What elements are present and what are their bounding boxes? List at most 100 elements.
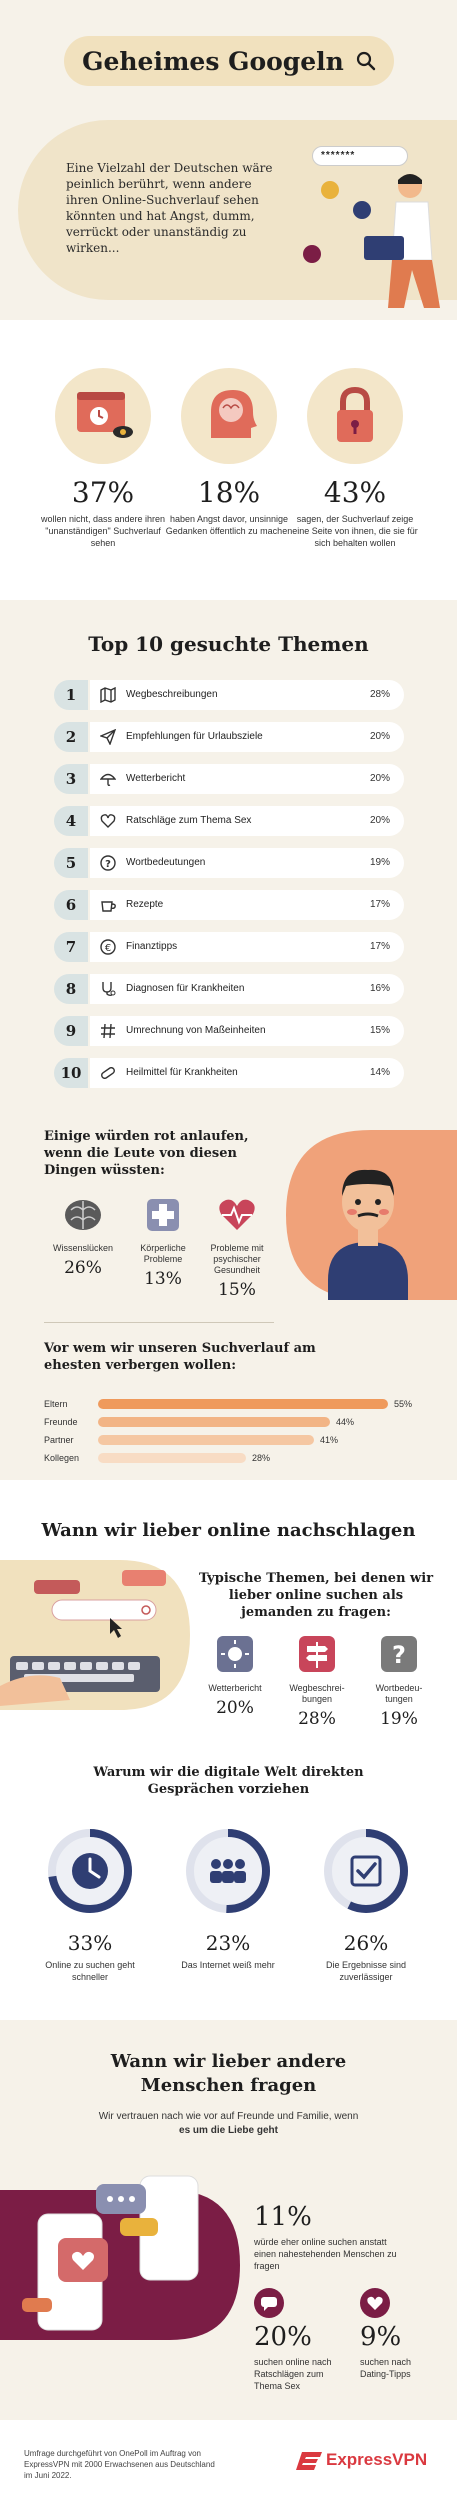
reason-item: 33% Online zu suchen geht schneller — [40, 1826, 140, 1983]
man-on-laptop-illustration — [303, 174, 440, 308]
topic-value: 20% — [369, 773, 390, 784]
topic-value: 28% — [298, 1709, 336, 1729]
topic-value: 20% — [369, 731, 390, 742]
hide-value: 41% — [320, 1435, 339, 1445]
hide-row: Eltern 55% — [44, 1398, 424, 1410]
hide-bar — [98, 1453, 246, 1463]
hide-bar — [98, 1417, 330, 1427]
hide-value: 55% — [394, 1399, 413, 1409]
topic-bar: Ratschläge zum Thema Sex 20% — [90, 806, 404, 836]
umbrella-icon — [100, 773, 116, 787]
signpost-icon — [299, 1636, 335, 1672]
checkbox-icon — [350, 1855, 382, 1887]
people-main-value: 11% — [254, 2202, 312, 2232]
padlock-icon — [307, 368, 403, 464]
reason-value: 33% — [67, 1931, 113, 1955]
stat-description: sagen, der Suchverlauf zeige eine Seite … — [292, 514, 418, 548]
topic-label: Wegbeschrei-bungen — [289, 1683, 345, 1704]
topic-bar: Heilmittel für Krankheiten 14% — [90, 1058, 404, 1088]
top10-row: 4 Ratschläge zum Thema Sex 20% — [54, 806, 404, 836]
stat-item: 37% wollen nicht, dass andere ihren "una… — [38, 368, 168, 549]
reason-ring — [186, 1829, 270, 1913]
top10-row: 7 € Finanztipps 17% — [54, 932, 404, 962]
topic-bar: Umrechnung von Maßeinheiten 15% — [90, 1016, 404, 1046]
topic-label: Wetterbericht — [208, 1683, 262, 1693]
rank-number: 2 — [54, 722, 88, 752]
footer-note: Umfrage durchgeführt von OnePoll im Auft… — [24, 2449, 215, 2480]
topic-value: 20% — [216, 1698, 254, 1718]
topic-label: Umrechnung von Maßeinheiten — [126, 1025, 266, 1036]
brain-icon — [65, 1200, 101, 1230]
topic-label: Wortbedeu-tungen — [375, 1683, 423, 1704]
rank-number: 9 — [54, 1016, 88, 1046]
hide-label: Partner — [44, 1435, 74, 1445]
topic-bar: Diagnosen für Krankheiten 16% — [90, 974, 404, 1004]
reason-label: Die Ergebnisse sind zuverlässiger — [325, 1960, 407, 1982]
heart-circle-icon — [360, 2288, 390, 2318]
people-stat-text: suchen online nach Ratschlägen zum Thema… — [254, 2357, 332, 2391]
topic-bar: Rezepte 17% — [90, 890, 404, 920]
expressvpn-logo-icon — [296, 2452, 322, 2470]
people-intro-bold: es um die Liebe geht — [179, 2125, 278, 2136]
rank-number: 8 — [54, 974, 88, 1004]
phones-love-illustration — [0, 2175, 240, 2340]
reason-label: Das Internet weiß mehr — [181, 1960, 275, 1970]
hide-row: Freunde 44% — [44, 1416, 424, 1428]
topic-value: 14% — [369, 1067, 390, 1078]
hide-title: Vor wem wir unseren Suchverlauf am ehest… — [44, 1341, 316, 1373]
reason-value: 26% — [343, 1931, 389, 1955]
search-dots: ******* — [321, 150, 356, 161]
blush-label: Wissenslücken — [52, 1243, 114, 1253]
question-icon: ? — [100, 855, 116, 871]
clock-icon — [72, 1853, 108, 1889]
stat-value: 37% — [71, 476, 135, 509]
people-intro-text: Wir vertrauen nach wie vor auf Freunde u… — [98, 2111, 359, 2122]
topic-bar: Empfehlungen für Urlaubsziele 20% — [90, 722, 404, 752]
reason-value: 23% — [205, 1931, 251, 1955]
blush-item: Wissenslücken 26% — [48, 1198, 118, 1278]
stat-item: 18% haben Angst davor, unsinnige Gedanke… — [164, 368, 294, 537]
topic-value: 19% — [369, 857, 390, 868]
rank-number: 4 — [54, 806, 88, 836]
title-pill: Geheimes Googeln — [64, 36, 394, 86]
page-title: Geheimes Googeln — [82, 46, 344, 76]
search-bar-illustration: ******* — [312, 146, 408, 166]
hide-value: 28% — [252, 1453, 271, 1463]
topic-label: Wortbedeutungen — [126, 857, 206, 868]
paper-plane-icon — [100, 729, 116, 745]
browser-eye-icon — [55, 368, 151, 464]
topic-item: Wegbeschrei-bungen 28% — [282, 1636, 352, 1729]
hide-label: Eltern — [44, 1399, 68, 1409]
topic-bar: Wetterbericht 20% — [90, 764, 404, 794]
blush-value: 26% — [64, 1258, 102, 1278]
topic-label: Ratschläge zum Thema Sex — [126, 815, 252, 826]
stat-description: haben Angst davor, unsinnige Gedanken öf… — [165, 514, 293, 536]
hide-row: Kollegen 28% — [44, 1452, 424, 1464]
reason-ring — [48, 1829, 132, 1913]
top10-title: Top 10 gesuchte Themen — [88, 632, 369, 656]
blush-value: 13% — [144, 1269, 182, 1289]
stat-value: 43% — [323, 476, 387, 509]
topics-title: Typische Themen, bei denen wir lieber on… — [198, 1571, 434, 1620]
sun-icon — [217, 1636, 253, 1672]
reason-label: Online zu suchen geht schneller — [45, 1960, 135, 1982]
rank-number: 10 — [54, 1058, 88, 1088]
rank-number: 3 — [54, 764, 88, 794]
hero-section: Geheimes Googeln Eine Vielzahl der Deuts… — [0, 0, 457, 320]
svg-text:€: € — [105, 943, 111, 954]
topic-value: 17% — [369, 941, 390, 952]
heartbeat-icon — [219, 1199, 255, 1230]
topic-item: Wetterbericht 20% — [200, 1636, 270, 1718]
topic-label: Diagnosen für Krankheiten — [126, 983, 245, 994]
topic-value: 19% — [380, 1709, 418, 1729]
top10-row: 9 Umrechnung von Maßeinheiten 15% — [54, 1016, 404, 1046]
rank-number: 1 — [54, 680, 88, 710]
map-icon — [100, 687, 116, 703]
heart-icon — [100, 814, 116, 828]
topic-bar: € Finanztipps 17% — [90, 932, 404, 962]
top10-row: 3 Wetterbericht 20% — [54, 764, 404, 794]
head-brain-icon — [181, 368, 277, 464]
chat-bubble-icon — [254, 2288, 284, 2318]
topic-bar: Wegbeschreibungen 28% — [90, 680, 404, 710]
pill-icon — [101, 1067, 115, 1079]
